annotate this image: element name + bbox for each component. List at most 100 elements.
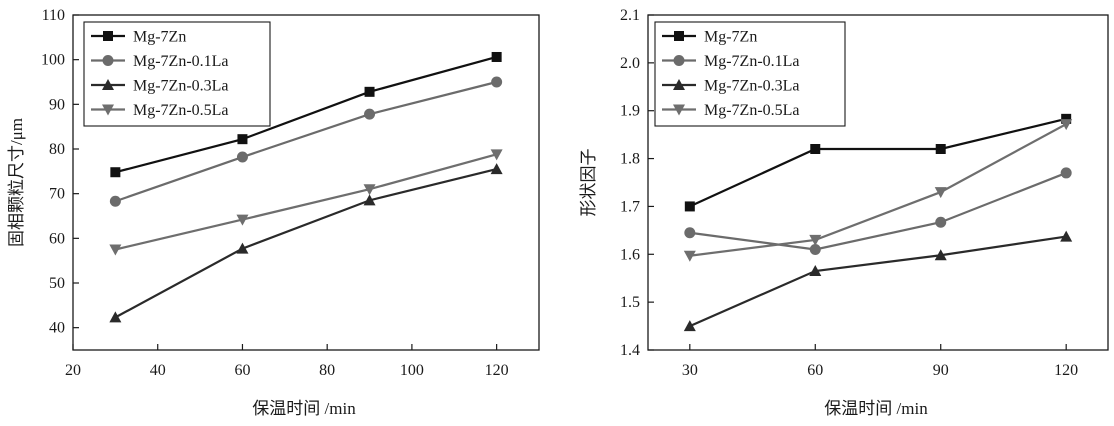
data-point bbox=[110, 167, 121, 178]
y-tick-label: 50 bbox=[49, 275, 65, 292]
x-tick-label: 100 bbox=[400, 362, 424, 379]
legend-marker bbox=[103, 31, 113, 41]
y-tick-label: 100 bbox=[41, 52, 65, 69]
y-tick-label: 1.8 bbox=[620, 151, 640, 168]
data-point bbox=[364, 108, 376, 120]
legend-label: Mg-7Zn bbox=[133, 29, 186, 46]
y-tick-label: 110 bbox=[42, 7, 65, 24]
legend-item: Mg-7Zn bbox=[91, 29, 186, 46]
series-line bbox=[115, 55, 497, 174]
chart-2: 30 60 90 120 1.4 1.5 1.6 1.7 1.8 1.9 2.0 2.1 保温时间 /m… bbox=[579, 7, 1109, 418]
y-tick-label: 90 bbox=[49, 96, 65, 113]
legend-label: Mg-7Zn-0.1La bbox=[133, 53, 229, 70]
y-tick-label: 2.0 bbox=[620, 55, 640, 72]
series-2 bbox=[109, 76, 503, 207]
data-point bbox=[809, 265, 822, 277]
data-point bbox=[1060, 119, 1073, 131]
chart-1: 20 40 60 80 100 120 40 50 60 70 80 90 100 110 保温时间 /mi… bbox=[7, 7, 540, 418]
legend-label: Mg-7Zn-0.5La bbox=[133, 102, 229, 119]
data-point bbox=[1060, 167, 1072, 179]
data-point bbox=[934, 249, 947, 261]
data-point bbox=[1061, 113, 1072, 124]
x-tick-label: 80 bbox=[319, 362, 335, 379]
series-1 bbox=[684, 113, 1072, 212]
plot-frame bbox=[72, 14, 540, 351]
x-tick-label: 120 bbox=[1054, 362, 1078, 379]
legend-marker bbox=[673, 79, 685, 90]
legend-item: Mg-7Zn-0.1La bbox=[91, 53, 229, 70]
plot-frame bbox=[647, 14, 1109, 351]
data-point bbox=[490, 149, 503, 161]
data-point bbox=[491, 76, 503, 88]
data-point bbox=[684, 227, 696, 239]
data-point bbox=[364, 86, 375, 97]
x-tick-label: 60 bbox=[234, 362, 250, 379]
x-tick-label: 20 bbox=[65, 362, 81, 379]
legend-marker bbox=[102, 104, 114, 116]
x-axis-label: 保温时间 /min bbox=[824, 399, 928, 418]
legend-label: Mg-7Zn-0.5La bbox=[704, 102, 800, 119]
data-point bbox=[236, 151, 248, 163]
x-axis-label: 保温时间 /min bbox=[252, 399, 356, 418]
series-4 bbox=[683, 119, 1073, 262]
y-tick-label: 40 bbox=[49, 320, 65, 337]
x-tick-label: 30 bbox=[682, 362, 698, 379]
legend-label: Mg-7Zn bbox=[704, 29, 757, 46]
data-point bbox=[237, 134, 248, 145]
series-line bbox=[114, 168, 497, 319]
y-tick-label: 2.1 bbox=[620, 7, 640, 24]
x-tick-label: 60 bbox=[807, 362, 823, 379]
series-line bbox=[115, 80, 497, 203]
y-tick-label: 70 bbox=[49, 186, 65, 203]
legend-label: Mg-7Zn-0.3La bbox=[704, 78, 800, 95]
data-point bbox=[684, 201, 695, 212]
data-point bbox=[683, 320, 696, 332]
data-point bbox=[109, 244, 122, 256]
legend-marker bbox=[102, 55, 114, 66]
legend-marker bbox=[674, 31, 684, 41]
data-point bbox=[109, 311, 122, 323]
data-point bbox=[363, 184, 376, 196]
x-tick-label: 120 bbox=[485, 362, 509, 379]
y-tick-label: 60 bbox=[49, 230, 65, 247]
legend: Mg-7Zn Mg-7Zn-0.1La Mg-7Zn-0.3La Mg-7Zn-0.5… bbox=[654, 21, 846, 127]
legend-marker bbox=[673, 55, 685, 66]
legend-item: Mg-7Zn-0.5La bbox=[91, 102, 229, 119]
legend-marker bbox=[102, 79, 114, 90]
y-tick-label: 1.5 bbox=[620, 294, 640, 311]
legend: Mg-7Zn Mg-7Zn-0.1La Mg-7Zn-0.3La Mg-7Zn-0.5… bbox=[83, 21, 271, 127]
series-4 bbox=[109, 149, 503, 256]
legend-item: Mg-7Zn-0.3La bbox=[91, 78, 229, 95]
series-line bbox=[689, 235, 1067, 328]
legend-label: Mg-7Zn-0.1La bbox=[704, 53, 800, 70]
y-tick-label: 1.6 bbox=[620, 246, 640, 263]
legend-item: Mg-7Zn-0.5La bbox=[662, 102, 800, 119]
y-tick-label: 80 bbox=[49, 141, 65, 158]
legend-item: Mg-7Zn-0.3La bbox=[662, 78, 800, 95]
y-axis-label: 形状因子 bbox=[579, 149, 598, 217]
data-point bbox=[236, 242, 249, 254]
data-point bbox=[363, 194, 376, 206]
data-point bbox=[683, 250, 696, 262]
data-point bbox=[236, 214, 249, 226]
legend-marker bbox=[673, 104, 685, 116]
series-3 bbox=[109, 163, 503, 323]
series-line bbox=[689, 171, 1067, 251]
y-tick-label: 1.4 bbox=[620, 342, 640, 359]
series-2 bbox=[684, 167, 1072, 255]
series-3 bbox=[683, 230, 1073, 332]
data-point bbox=[809, 244, 821, 255]
legend-item: Mg-7Zn-0.1La bbox=[662, 53, 800, 70]
data-point bbox=[935, 144, 946, 154]
y-tick-label: 1.7 bbox=[620, 198, 640, 215]
x-tick-label: 90 bbox=[933, 362, 949, 379]
data-point bbox=[109, 195, 121, 207]
series-line bbox=[689, 123, 1067, 257]
data-point bbox=[490, 163, 503, 175]
legend-item: Mg-7Zn bbox=[662, 29, 757, 46]
data-point bbox=[935, 216, 947, 228]
y-tick-label: 1.9 bbox=[620, 103, 640, 120]
data-point bbox=[809, 234, 822, 246]
data-point bbox=[491, 51, 502, 62]
